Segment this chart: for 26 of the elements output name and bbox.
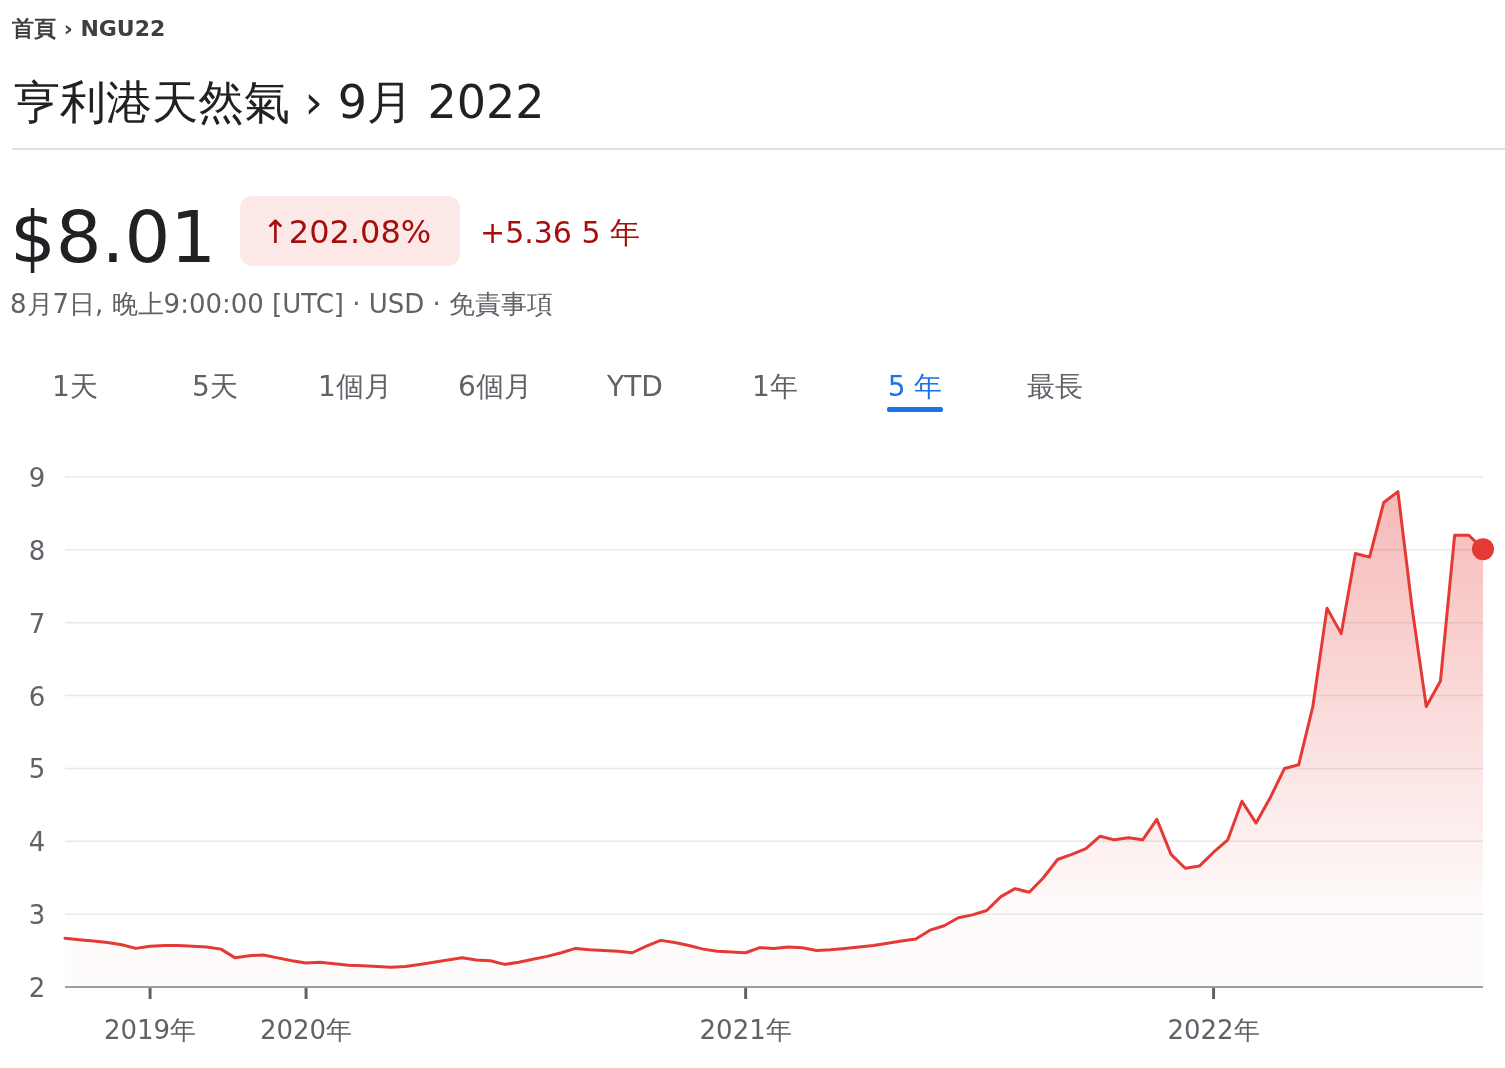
y-tick-label: 2 — [28, 973, 46, 1003]
text: 1個月 — [318, 370, 392, 403]
y-tick-label: 9 — [28, 463, 46, 493]
y-tick-label: 5 — [28, 754, 46, 785]
x-tick-label: 2021年 — [699, 1015, 792, 1045]
y-tick-label: 4 — [28, 827, 46, 858]
text: ↑202.08% — [262, 213, 432, 251]
text: 5天 — [192, 370, 238, 403]
text: 1年 — [752, 370, 798, 403]
y-tick-label: 8 — [28, 535, 46, 566]
x-tick-label: 2022年 — [1167, 1015, 1260, 1045]
chart-subtitle: 8月7日, 晚上9:00:00 [UTC] · USD · 免責事項 — [10, 289, 554, 319]
text: 6個月 — [458, 370, 532, 403]
text: +5.36 5 年 — [480, 215, 641, 250]
x-tick-label: 2020年 — [259, 1015, 353, 1045]
text: 1天 — [52, 370, 98, 403]
text: 最長 — [1027, 370, 1083, 403]
text: $8.01 — [10, 195, 217, 279]
text: 5 年 — [887, 370, 943, 403]
y-tick-label: 7 — [28, 608, 46, 639]
chart-title: 亨利港天然氣 › 9月 2022 — [14, 75, 545, 129]
y-tick-label: 6 — [28, 681, 46, 712]
x-tick-label: 2019年 — [103, 1015, 197, 1045]
y-tick-label: 3 — [28, 900, 46, 931]
text: YTD — [606, 370, 663, 403]
text: 首頁 › NGU22 — [11, 16, 166, 41]
